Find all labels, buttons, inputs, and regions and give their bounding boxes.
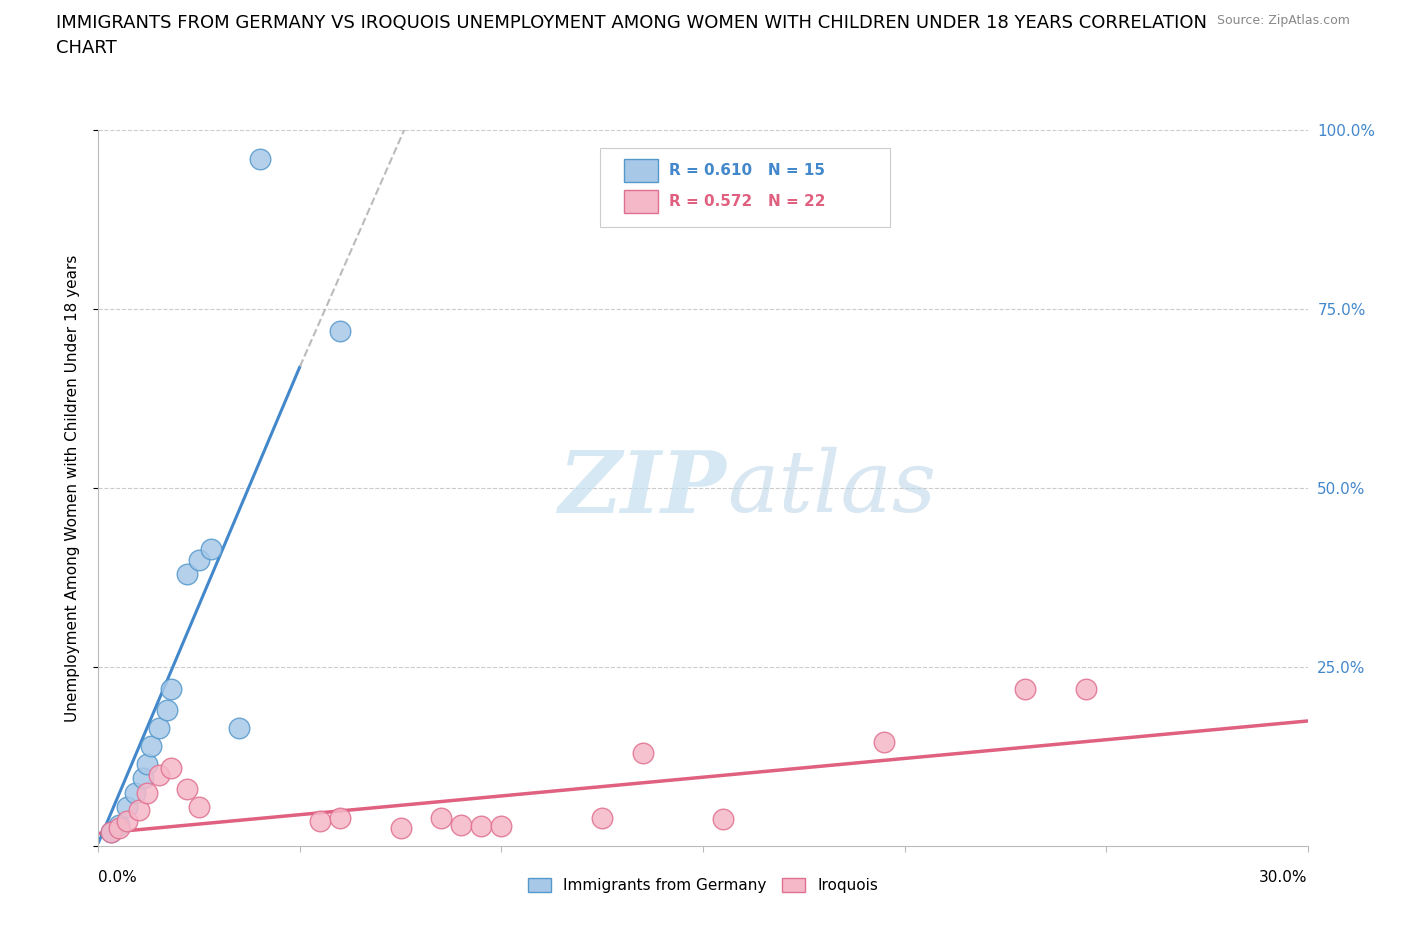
Text: Source: ZipAtlas.com: Source: ZipAtlas.com (1216, 14, 1350, 27)
Point (631, 746, 654, 761)
FancyBboxPatch shape (624, 159, 658, 181)
Point (135, 785, 157, 800)
Point (1074, 682, 1097, 697)
Point (329, 324, 352, 339)
Y-axis label: Unemployment Among Women with Children Under 18 years: Unemployment Among Women with Children U… (65, 255, 80, 722)
Text: CHART: CHART (56, 39, 117, 57)
Point (309, 814, 332, 829)
Point (139, 738, 162, 753)
Point (148, 767, 170, 782)
FancyBboxPatch shape (600, 148, 890, 227)
Point (156, 703, 179, 718)
Legend: Immigrants from Germany, Iroquois: Immigrants from Germany, Iroquois (522, 872, 884, 899)
Point (128, 804, 150, 818)
Point (115, 800, 138, 815)
Point (1014, 682, 1036, 697)
Text: atlas: atlas (727, 447, 936, 529)
Text: ZIP: ZIP (560, 446, 727, 530)
Point (124, 785, 146, 800)
Text: R = 0.572   N = 22: R = 0.572 N = 22 (669, 193, 825, 208)
Point (132, 771, 155, 786)
FancyBboxPatch shape (624, 190, 658, 213)
Text: 30.0%: 30.0% (1260, 870, 1308, 884)
Point (188, 800, 211, 815)
Point (135, 756, 157, 771)
Point (200, 541, 222, 556)
Point (115, 814, 138, 829)
Point (100, 825, 122, 840)
Point (591, 810, 613, 825)
Point (873, 735, 896, 750)
Point (470, 818, 492, 833)
Point (329, 810, 352, 825)
Point (160, 682, 183, 697)
Point (100, 825, 122, 840)
Point (450, 817, 472, 832)
Point (107, 821, 129, 836)
Point (160, 760, 183, 775)
Point (188, 552, 211, 567)
Point (228, 721, 250, 736)
Text: IMMIGRANTS FROM GERMANY VS IROQUOIS UNEMPLOYMENT AMONG WOMEN WITH CHILDREN UNDER: IMMIGRANTS FROM GERMANY VS IROQUOIS UNEM… (56, 14, 1208, 32)
Point (491, 818, 513, 833)
Text: R = 0.610   N = 15: R = 0.610 N = 15 (669, 163, 825, 178)
Point (176, 781, 198, 796)
Point (176, 566, 198, 581)
Point (107, 817, 129, 832)
Point (148, 721, 170, 736)
Point (711, 812, 734, 827)
Point (389, 821, 412, 836)
Text: 0.0%: 0.0% (98, 870, 138, 884)
Point (249, 152, 271, 166)
Point (430, 810, 453, 825)
